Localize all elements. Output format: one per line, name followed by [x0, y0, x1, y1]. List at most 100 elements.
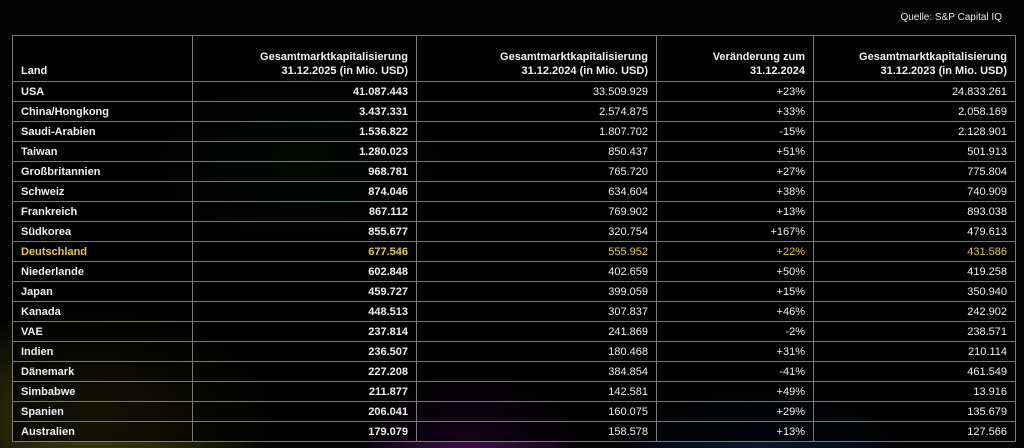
country-cell: Taiwan [12, 141, 193, 162]
country-cell: Indien [12, 341, 193, 362]
cap-2025-cell: 968.781 [192, 161, 417, 182]
header-cap-2024: Gesamtmarktkapitalisierung 31.12.2024 (i… [416, 35, 657, 82]
header-cap-2025-line1: Gesamtmarktkapitalisierung [260, 51, 408, 63]
cap-2024-cell: 33.509.929 [416, 81, 657, 102]
table-row: Kanada 448.513 307.837 +46% 242.902 [12, 301, 1016, 322]
country-cell: Schweiz [12, 181, 193, 202]
cap-2023-cell: 2.058.169 [813, 101, 1016, 122]
cap-2023-cell: 24.833.261 [813, 81, 1016, 102]
table-row: Deutschland 677.546 555.952 +22% 431.586 [12, 241, 1016, 262]
cap-2024-cell: 765.720 [416, 161, 657, 182]
table-row: VAE 237.814 241.869 -2% 238.571 [12, 321, 1016, 342]
cap-2024-cell: 769.902 [416, 201, 657, 222]
table-row: Japan 459.727 399.059 +15% 350.940 [12, 281, 1016, 302]
country-cell: Großbritannien [12, 161, 193, 182]
table-row: Niederlande 602.848 402.659 +50% 419.258 [12, 261, 1016, 282]
table-row: Taiwan 1.280.023 850.437 +51% 501.913 [12, 141, 1016, 162]
table-row: Schweiz 874.046 634.604 +38% 740.909 [12, 181, 1016, 202]
header-change-line1: Veränderung zum [712, 51, 805, 63]
header-change: Veränderung zum 31.12.2024 [656, 35, 814, 82]
header-country: Land [12, 35, 193, 82]
header-cap-2023-line1: Gesamtmarktkapitalisierung [859, 51, 1007, 63]
cap-2024-cell: 850.437 [416, 141, 657, 162]
cap-2025-cell: 41.087.443 [192, 81, 417, 102]
cap-2024-cell: 142.581 [416, 381, 657, 402]
cap-2023-cell: 210.114 [813, 341, 1016, 362]
header-country-label: Land [21, 65, 48, 77]
cap-2023-cell: 242.902 [813, 301, 1016, 322]
cap-2023-cell: 501.913 [813, 141, 1016, 162]
cap-2023-cell: 893.038 [813, 201, 1016, 222]
table-row: Australien 179.079 158.578 +13% 127.566 [12, 421, 1016, 442]
table-row: Saudi-Arabien 1.536.822 1.807.702 -15% 2.128… [12, 121, 1016, 142]
table-row: Frankreich 867.112 769.902 +13% 893.038 [12, 201, 1016, 222]
cap-2023-cell: 135.679 [813, 401, 1016, 422]
change-cell: +29% [656, 401, 814, 422]
cap-2024-cell: 402.659 [416, 261, 657, 282]
cap-2024-cell: 180.468 [416, 341, 657, 362]
header-change-line2: 31.12.2024 [749, 65, 805, 77]
country-cell: Südkorea [12, 221, 193, 242]
change-cell: +51% [656, 141, 814, 162]
change-cell: +13% [656, 421, 814, 442]
cap-2024-cell: 241.869 [416, 321, 657, 342]
change-cell: +22% [656, 241, 814, 262]
change-cell: -41% [656, 361, 814, 382]
country-cell: China/Hongkong [12, 101, 193, 122]
cap-2024-cell: 160.075 [416, 401, 657, 422]
cap-2025-cell: 211.877 [192, 381, 417, 402]
table-row: Simbabwe 211.877 142.581 +49% 13.916 [12, 381, 1016, 402]
country-cell: Australien [12, 421, 193, 442]
cap-2024-cell: 307.837 [416, 301, 657, 322]
cap-2024-cell: 1.807.702 [416, 121, 657, 142]
change-cell: +27% [656, 161, 814, 182]
change-cell: +38% [656, 181, 814, 202]
cap-2023-cell: 13.916 [813, 381, 1016, 402]
country-cell: USA [12, 81, 193, 102]
change-cell: +50% [656, 261, 814, 282]
cap-2023-cell: 238.571 [813, 321, 1016, 342]
header-cap-2024-line2: 31.12.2024 (in Mio. USD) [521, 65, 648, 77]
change-cell: +15% [656, 281, 814, 302]
cap-2025-cell: 1.536.822 [192, 121, 417, 142]
change-cell: +33% [656, 101, 814, 122]
cap-2024-cell: 384.854 [416, 361, 657, 382]
cap-2024-cell: 158.578 [416, 421, 657, 442]
source-note: Quelle: S&P Capital IQ [900, 12, 1002, 23]
change-cell: +31% [656, 341, 814, 362]
header-cap-2023-line2: 31.12.2023 (in Mio. USD) [880, 65, 1007, 77]
change-cell: +46% [656, 301, 814, 322]
cap-2025-cell: 874.046 [192, 181, 417, 202]
change-cell: +23% [656, 81, 814, 102]
table-row: Südkorea 855.677 320.754 +167% 479.613 [12, 221, 1016, 242]
header-row: Land Gesamtmarktkapitalisierung 31.12.20… [12, 35, 1016, 82]
cap-2023-cell: 461.549 [813, 361, 1016, 382]
cap-2024-cell: 634.604 [416, 181, 657, 202]
cap-2023-cell: 350.940 [813, 281, 1016, 302]
cap-2023-cell: 775.804 [813, 161, 1016, 182]
cap-2025-cell: 448.513 [192, 301, 417, 322]
country-cell: Japan [12, 281, 193, 302]
cap-2023-cell: 431.586 [813, 241, 1016, 262]
cap-2025-cell: 236.507 [192, 341, 417, 362]
header-cap-2023: Gesamtmarktkapitalisierung 31.12.2023 (i… [813, 35, 1016, 82]
table-row: Indien 236.507 180.468 +31% 210.114 [12, 341, 1016, 362]
cap-2025-cell: 206.041 [192, 401, 417, 422]
country-cell: Simbabwe [12, 381, 193, 402]
header-cap-2025-line2: 31.12.2025 (in Mio. USD) [281, 65, 408, 77]
cap-2024-cell: 320.754 [416, 221, 657, 242]
cap-2025-cell: 459.727 [192, 281, 417, 302]
change-cell: -2% [656, 321, 814, 342]
table-row: China/Hongkong 3.437.331 2.574.875 +33% 2.05… [12, 101, 1016, 122]
cap-2023-cell: 127.566 [813, 421, 1016, 442]
cap-2025-cell: 867.112 [192, 201, 417, 222]
cap-2025-cell: 1.280.023 [192, 141, 417, 162]
change-cell: +167% [656, 221, 814, 242]
change-cell: -15% [656, 121, 814, 142]
country-cell: Saudi-Arabien [12, 121, 193, 142]
cap-2025-cell: 237.814 [192, 321, 417, 342]
change-cell: +13% [656, 201, 814, 222]
country-cell: Spanien [12, 401, 193, 422]
cap-2023-cell: 419.258 [813, 261, 1016, 282]
cap-2025-cell: 179.079 [192, 421, 417, 442]
